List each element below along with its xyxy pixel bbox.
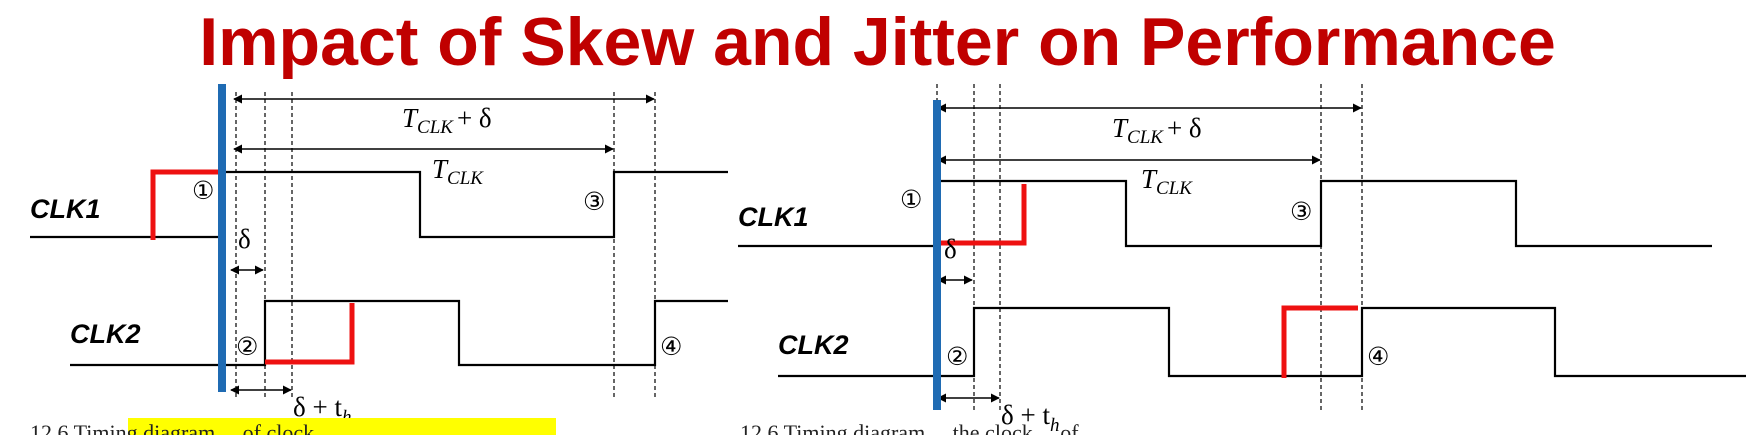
right-marker-3: ③ <box>1290 197 1312 226</box>
right-clk1-waveform <box>738 179 1712 248</box>
right-delta-th-label: δ + th <box>1001 400 1059 435</box>
right-clk1-label: CLK1 <box>738 202 809 232</box>
left-delta-th-label: δ + th <box>293 392 351 428</box>
left-clk1-jitter-pulse <box>150 169 222 240</box>
right-clk2-waveform <box>778 306 1746 378</box>
left-marker-3: ③ <box>583 187 605 216</box>
right-delta-label: δ <box>944 234 957 264</box>
right-clk2-jitter-pulse <box>1281 305 1358 378</box>
right-period-plus-delta-label: TCLK + δ <box>1112 113 1202 148</box>
slide-title: Impact of Skew and Jitter on Performance <box>199 4 1556 80</box>
left-caption-highlight <box>128 418 556 435</box>
left-marker-2: ② <box>236 332 258 361</box>
right-caption-fragment: 12.6 Timing diagram ... the clock ... of… <box>740 420 1101 435</box>
left-clk1-label: CLK1 <box>30 194 101 224</box>
right-marker-4: ④ <box>1367 342 1389 371</box>
left-marker-1: ① <box>192 176 214 205</box>
right-clk2-label: CLK2 <box>778 330 849 360</box>
left-period-plus-delta-label: TCLK + δ <box>402 103 492 138</box>
left-clk2-waveform <box>70 299 728 367</box>
left-timing-diagram: TCLK + δ TCLK δ δ + th CLK1 CLK2 ① ② ③ ④ … <box>30 84 728 435</box>
left-clk2-jitter-pulse <box>265 303 355 365</box>
right-clk1-jitter-pulse <box>937 184 1027 246</box>
left-period-label: TCLK <box>432 154 484 189</box>
left-delta-label: δ <box>238 224 251 254</box>
left-clk1-waveform <box>30 170 728 239</box>
right-timing-diagram: TCLK + δ TCLK δ δ + th CLK1 CLK2 ① ③ ② ④ … <box>738 84 1746 435</box>
right-marker-1: ① <box>900 185 922 214</box>
right-marker-2: ② <box>946 342 968 371</box>
left-caption-fragment: 12.6 Timing diagram ... of clock ... <box>30 420 336 435</box>
left-marker-4: ④ <box>660 332 682 361</box>
left-clk2-label: CLK2 <box>70 319 141 349</box>
right-period-label: TCLK <box>1141 164 1193 199</box>
